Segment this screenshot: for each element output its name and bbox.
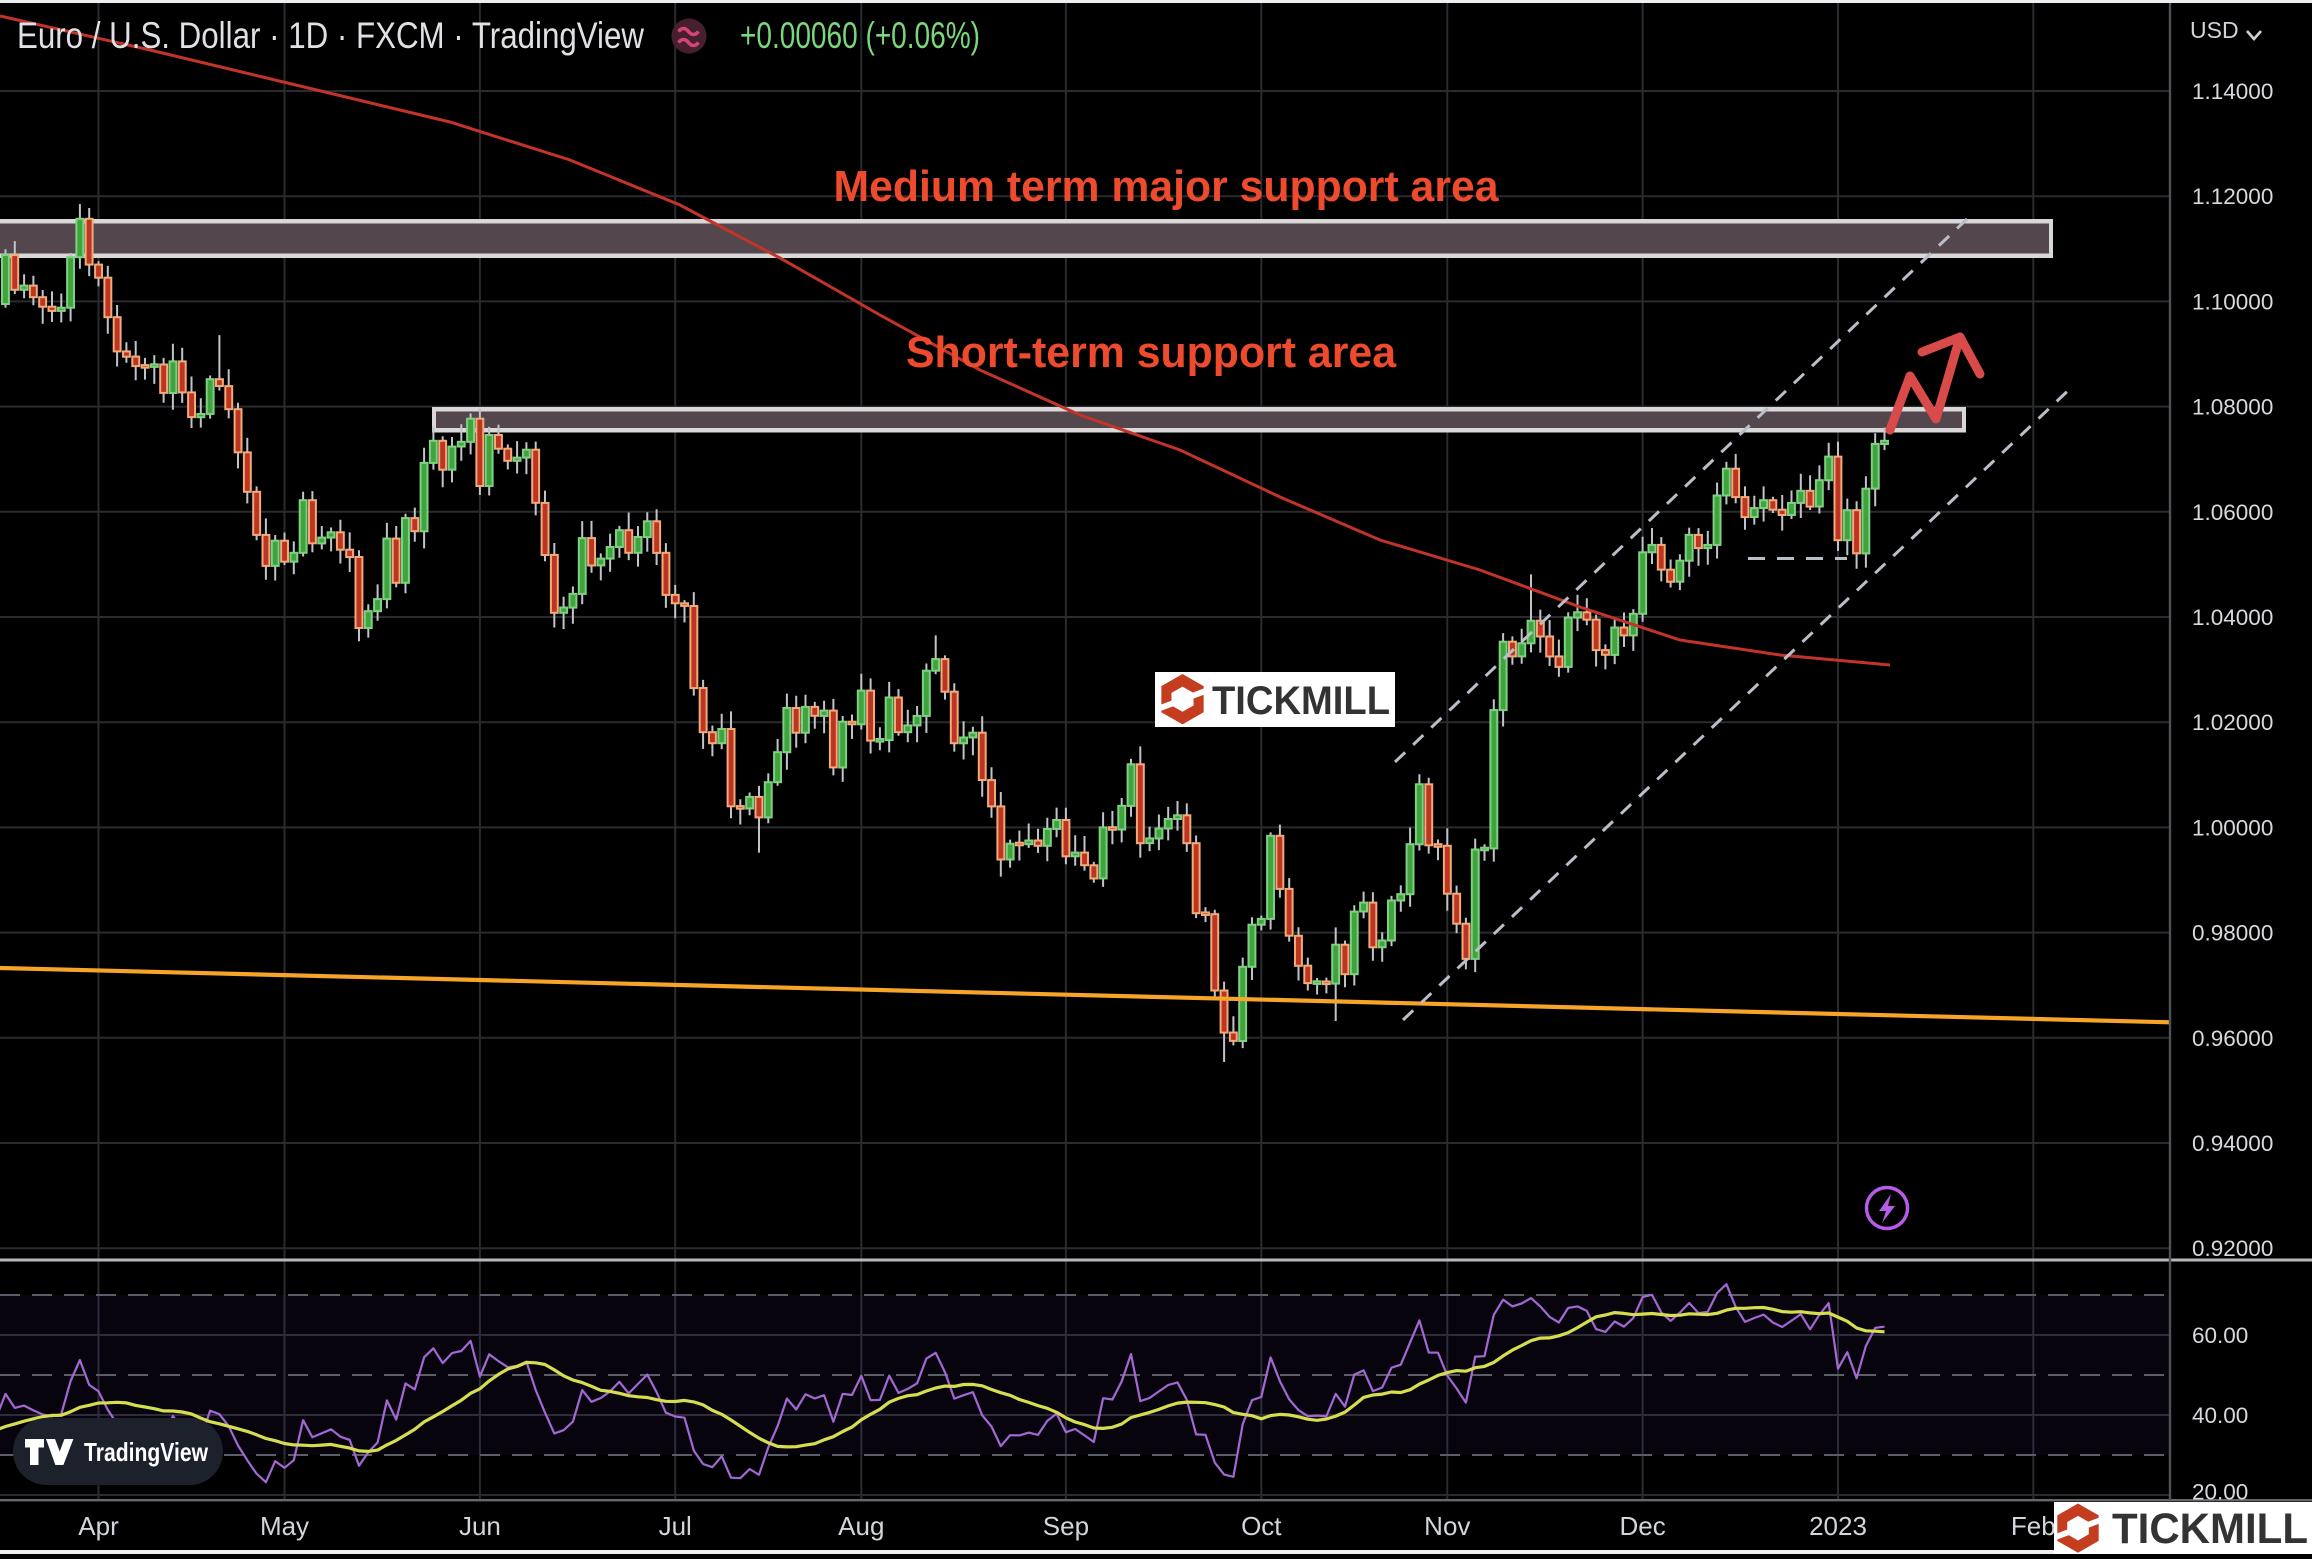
svg-text:Jul: Jul: [659, 1511, 692, 1541]
svg-text:1.06000: 1.06000: [2192, 500, 2273, 525]
svg-text:0.94000: 0.94000: [2192, 1131, 2273, 1156]
svg-text:1.02000: 1.02000: [2192, 710, 2273, 735]
svg-text:1.10000: 1.10000: [2192, 289, 2273, 314]
svg-text:2023: 2023: [1809, 1511, 1867, 1541]
svg-text:May: May: [260, 1511, 309, 1541]
svg-text:USD: USD: [2190, 17, 2239, 43]
svg-text:Aug: Aug: [838, 1511, 884, 1541]
svg-text:40.00: 40.00: [2192, 1403, 2248, 1428]
svg-text:0.92000: 0.92000: [2192, 1236, 2273, 1261]
svg-text:Nov: Nov: [1424, 1511, 1470, 1541]
svg-text:Apr: Apr: [78, 1511, 119, 1541]
svg-text:TICKMILL: TICKMILL: [2112, 1505, 2308, 1553]
svg-text:Medium term major support area: Medium term major support area: [834, 162, 1500, 211]
svg-text:1.12000: 1.12000: [2192, 184, 2273, 209]
svg-text:TradingView: TradingView: [84, 1437, 209, 1467]
svg-text:60.00: 60.00: [2192, 1323, 2248, 1348]
svg-text:20.00: 20.00: [2192, 1480, 2248, 1505]
svg-text:+0.00060 (+0.06%): +0.00060 (+0.06%): [740, 15, 980, 56]
svg-text:Dec: Dec: [1619, 1511, 1665, 1541]
svg-text:Jun: Jun: [459, 1511, 501, 1541]
svg-text:Short-term support area: Short-term support area: [906, 328, 1397, 377]
svg-text:Feb: Feb: [2011, 1511, 2056, 1541]
svg-text:1.00000: 1.00000: [2192, 815, 2273, 840]
svg-text:Euro / U.S. Dollar · 1D · FXCM: Euro / U.S. Dollar · 1D · FXCM · Trading…: [17, 15, 644, 56]
svg-text:TICKMILL: TICKMILL: [1212, 679, 1390, 723]
svg-text:1.08000: 1.08000: [2192, 395, 2273, 420]
svg-text:1.14000: 1.14000: [2192, 79, 2273, 104]
svg-text:0.96000: 0.96000: [2192, 1026, 2273, 1051]
svg-text:Oct: Oct: [1241, 1511, 1282, 1541]
svg-text:0.98000: 0.98000: [2192, 921, 2273, 946]
svg-text:Sep: Sep: [1043, 1511, 1089, 1541]
svg-text:1.04000: 1.04000: [2192, 605, 2273, 630]
